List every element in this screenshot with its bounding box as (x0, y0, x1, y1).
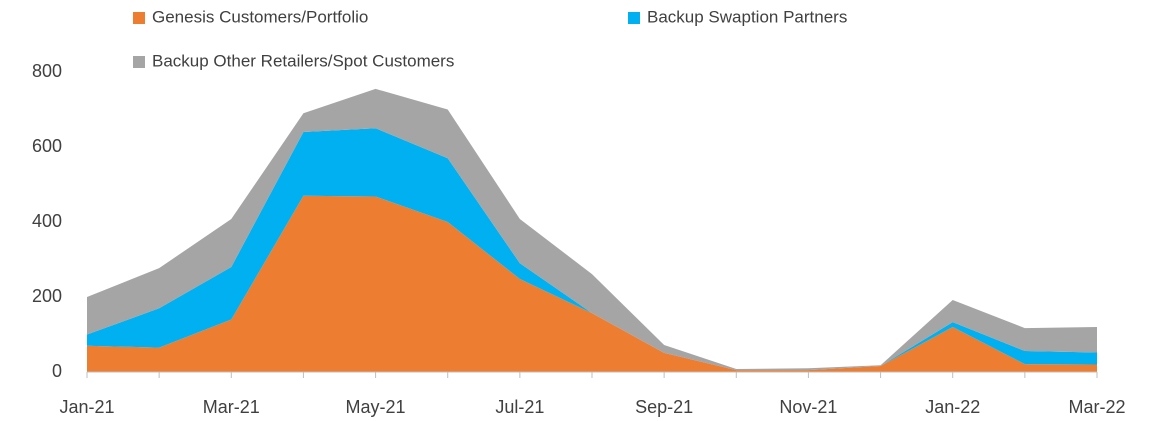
y-tick-label: 200 (32, 286, 62, 306)
x-tick-label: Jul-21 (495, 397, 544, 417)
y-tick-label: 600 (32, 136, 62, 156)
y-tick-label: 0 (52, 361, 62, 381)
legend-label: Backup Other Retailers/Spot Customers (152, 51, 454, 70)
y-tick-label: 800 (32, 61, 62, 81)
legend-label: Backup Swaption Partners (647, 7, 847, 26)
x-tick-label: Jan-21 (59, 397, 114, 417)
area (87, 195, 1097, 372)
legend-swatch (133, 12, 145, 24)
x-tick-label: Jan-22 (925, 397, 980, 417)
x-tick-label: Sep-21 (635, 397, 693, 417)
legend-swatch (133, 56, 145, 68)
area (87, 128, 1097, 371)
legend-label: Genesis Customers/Portfolio (152, 7, 368, 26)
x-tick-label: Mar-22 (1068, 397, 1125, 417)
legend-swatch (628, 12, 640, 24)
x-tick-label: Nov-21 (779, 397, 837, 417)
y-tick-label: 400 (32, 211, 62, 231)
x-tick-label: May-21 (346, 397, 406, 417)
x-tick-label: Mar-21 (203, 397, 260, 417)
